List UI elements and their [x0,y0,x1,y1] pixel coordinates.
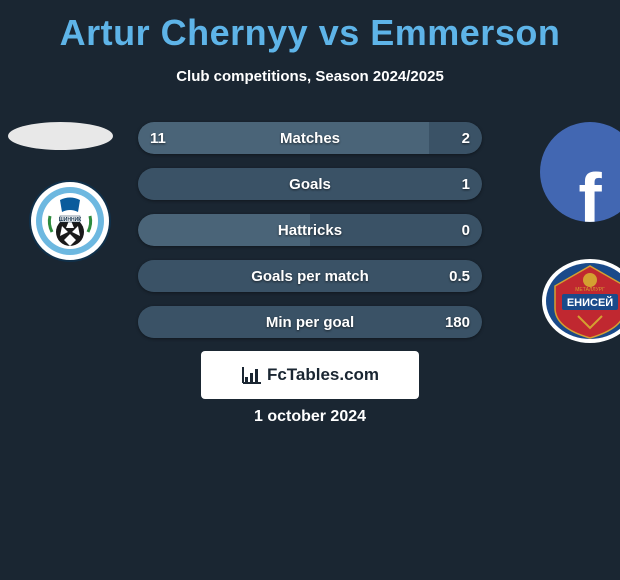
club-right-badge: ЕНИСЕЙ МЕТАЛЛУРГ [540,258,620,344]
club-left-badge: ШИННИК [20,180,120,262]
svg-text:ЕНИСЕЙ: ЕНИСЕЙ [567,296,613,309]
comparison-bars: Matches11 2 Goals1 Hattricks0 Goals per matc… [138,122,482,352]
stat-row: Hattricks0 [138,214,482,246]
facebook-icon: f [578,170,601,222]
stat-label: Goals [138,168,482,200]
stat-value-left: 11 [150,122,166,154]
stat-row: Goals1 [138,168,482,200]
svg-text:ШИННИК: ШИННИК [59,217,82,223]
subtitle: Club competitions, Season 2024/2025 [0,68,620,85]
stat-label: Matches [138,122,482,154]
stat-label: Min per goal [138,306,482,338]
branding-text: FcTables.com [267,365,379,385]
page-title: Artur Chernyy vs Emmerson [0,0,620,54]
chart-icon [241,365,263,385]
stat-label: Hattricks [138,214,482,246]
stat-value-right: 0.5 [449,260,470,292]
svg-text:МЕТАЛЛУРГ: МЕТАЛЛУРГ [575,287,605,293]
stat-row: Matches11 2 [138,122,482,154]
stat-value-right: 180 [445,306,470,338]
player-right-avatar: f [540,122,620,222]
stat-value-right: 0 [462,214,470,246]
stat-value-right: 2 [462,122,470,154]
stat-label: Goals per match [138,260,482,292]
branding-badge: FcTables.com [201,351,419,399]
stat-value-right: 1 [462,168,470,200]
stat-row: Min per goal180 [138,306,482,338]
stat-row: Goals per match0.5 [138,260,482,292]
date-label: 1 october 2024 [0,408,620,426]
player-left-avatar [8,122,113,150]
